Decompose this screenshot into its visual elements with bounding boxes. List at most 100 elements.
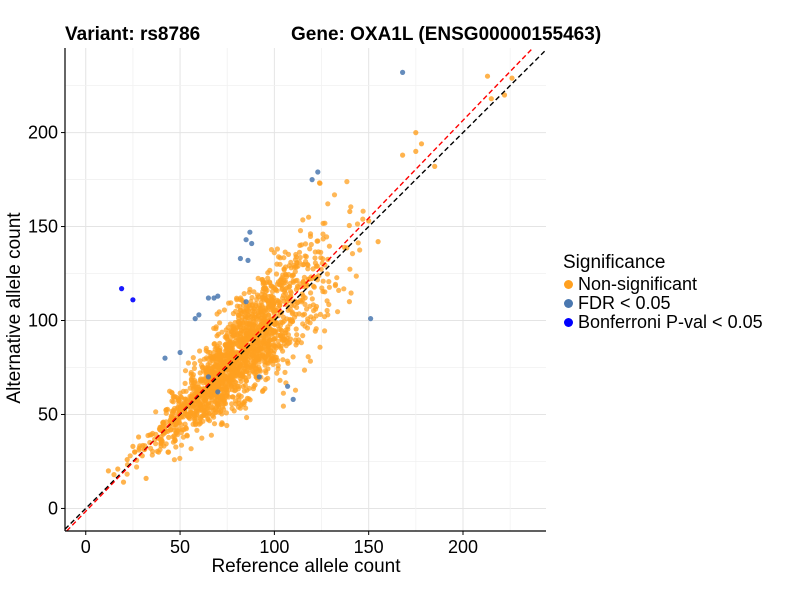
data-point-non-significant	[318, 266, 324, 272]
legend-item-bonferroni: Bonferroni P-val < 0.05	[563, 312, 763, 332]
data-point-non-significant	[243, 331, 249, 337]
data-point-non-significant	[509, 75, 515, 81]
data-point-non-significant	[182, 368, 189, 374]
data-point-non-significant	[281, 266, 287, 272]
data-point-non-significant	[197, 370, 203, 376]
data-point-non-significant	[264, 297, 270, 303]
data-point-non-significant	[418, 141, 425, 147]
data-point-non-significant	[192, 416, 198, 423]
data-point-non-significant	[293, 326, 299, 332]
data-point-fdr	[309, 177, 315, 183]
data-point-non-significant	[295, 285, 301, 291]
data-point-non-significant	[304, 282, 311, 288]
data-point-non-significant	[305, 354, 311, 360]
data-point-non-significant	[260, 288, 266, 294]
data-point-non-significant	[260, 387, 266, 394]
data-point-non-significant	[289, 309, 295, 315]
data-point-non-significant	[305, 319, 311, 325]
reference-line-identity	[64, 49, 547, 530]
data-point-non-significant	[302, 253, 308, 259]
data-point-non-significant	[257, 333, 263, 339]
data-point-non-significant	[247, 354, 254, 360]
data-point-fdr	[368, 316, 374, 322]
data-point-non-significant	[312, 255, 318, 261]
data-point-non-significant	[297, 228, 304, 234]
data-point-non-significant	[285, 251, 292, 257]
data-point-non-significant	[318, 249, 324, 255]
data-point-non-significant	[288, 302, 295, 308]
x-tick-label: 200	[448, 537, 478, 557]
data-point-fdr	[290, 396, 296, 402]
data-point-non-significant	[357, 247, 363, 253]
data-point-non-significant	[260, 279, 266, 285]
data-point-non-significant	[317, 344, 323, 350]
data-point-non-significant	[240, 383, 246, 390]
data-point-non-significant	[283, 327, 289, 333]
data-point-non-significant	[288, 265, 294, 271]
data-point-non-significant	[276, 326, 282, 332]
data-point-non-significant	[271, 250, 277, 256]
data-point-non-significant	[269, 294, 275, 300]
data-point-non-significant	[272, 307, 278, 313]
legend-item-fdr: FDR < 0.05	[563, 293, 763, 313]
data-point-non-significant	[292, 269, 298, 275]
data-point-non-significant	[297, 242, 303, 248]
data-point-non-significant	[149, 452, 155, 458]
data-point-non-significant	[282, 271, 289, 277]
data-point-non-significant	[253, 323, 259, 329]
data-point-non-significant	[501, 92, 508, 98]
data-point-non-significant	[282, 369, 288, 375]
data-point-non-significant	[273, 345, 279, 351]
data-point-non-significant	[249, 311, 255, 317]
data-point-non-significant	[240, 341, 246, 347]
data-point-non-significant	[240, 368, 246, 374]
data-point-non-significant	[199, 399, 205, 405]
data-point-non-significant	[236, 362, 243, 368]
data-point-non-significant	[400, 152, 406, 158]
data-point-non-significant	[216, 407, 222, 413]
data-point-non-significant	[191, 365, 197, 371]
data-point-non-significant	[310, 266, 316, 272]
data-point-non-significant	[221, 406, 227, 412]
data-point-non-significant	[484, 73, 491, 79]
data-point-non-significant	[270, 284, 276, 291]
data-point-fdr	[196, 312, 202, 318]
data-point-non-significant	[219, 421, 225, 427]
data-point-non-significant	[244, 414, 250, 421]
data-point-non-significant	[214, 364, 220, 370]
data-point-non-significant	[413, 148, 419, 154]
data-point-non-significant	[278, 309, 285, 315]
data-point-non-significant	[317, 311, 323, 317]
data-point-non-significant	[262, 293, 268, 299]
data-point-non-significant	[105, 468, 111, 474]
legend-dot-icon	[564, 280, 573, 289]
data-point-non-significant	[157, 447, 163, 453]
data-point-non-significant	[242, 314, 248, 320]
data-point-non-significant	[313, 303, 320, 310]
data-point-non-significant	[300, 262, 306, 268]
data-point-non-significant	[279, 336, 285, 342]
data-point-non-significant	[238, 295, 244, 301]
data-point-non-significant	[270, 302, 276, 308]
data-point-non-significant	[265, 323, 271, 329]
data-point-non-significant	[241, 291, 247, 297]
data-point-non-significant	[252, 370, 258, 377]
y-tick-label: 0	[48, 498, 58, 518]
data-point-non-significant	[233, 357, 239, 363]
data-point-non-significant	[355, 240, 361, 246]
data-point-non-significant	[224, 351, 230, 357]
data-point-non-significant	[254, 296, 260, 302]
data-point-non-significant	[222, 334, 228, 340]
data-point-non-significant	[322, 328, 328, 334]
data-point-non-significant	[255, 329, 261, 335]
y-tick-label: 50	[38, 404, 58, 424]
data-point-fdr	[256, 374, 262, 380]
data-point-non-significant	[292, 387, 299, 393]
data-point-non-significant	[253, 354, 259, 360]
data-point-non-significant	[172, 438, 178, 444]
data-point-non-significant	[211, 421, 218, 427]
data-point-non-significant	[324, 271, 330, 277]
data-point-non-significant	[324, 307, 330, 314]
data-point-non-significant	[175, 397, 181, 404]
data-point-non-significant	[325, 312, 331, 318]
